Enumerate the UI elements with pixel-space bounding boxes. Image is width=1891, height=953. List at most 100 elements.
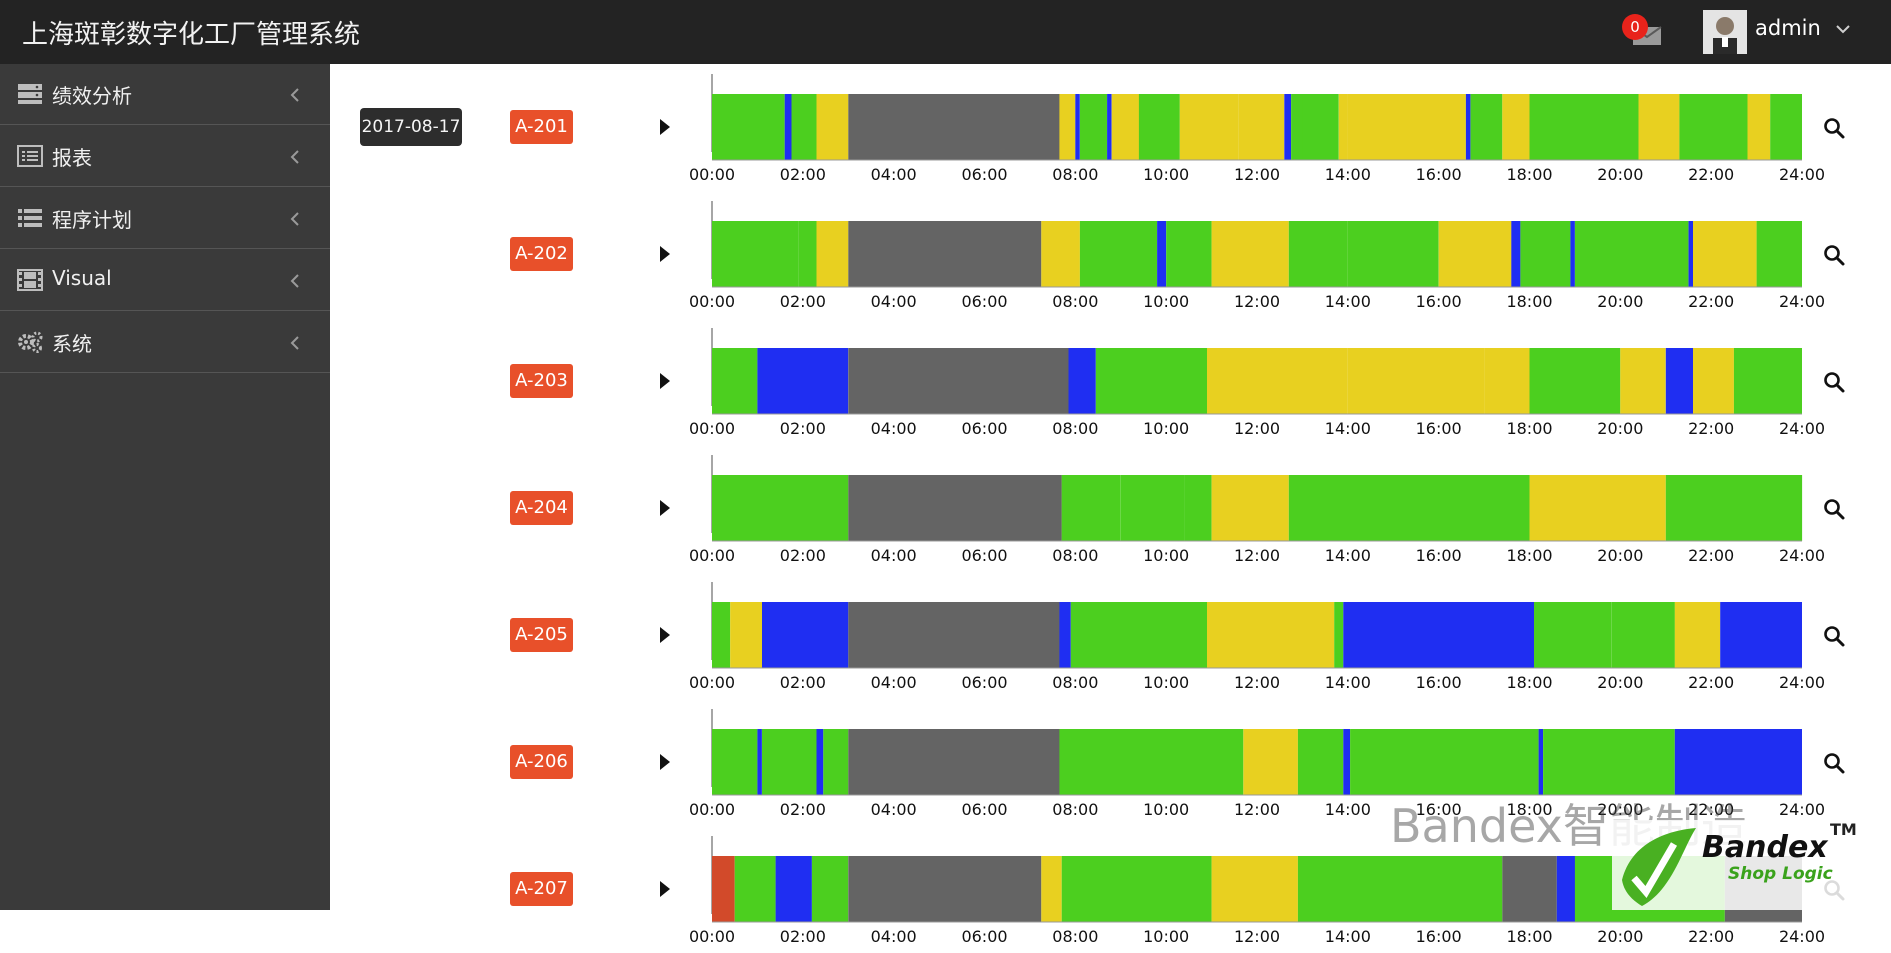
time-tick-label: 00:00 xyxy=(688,673,736,692)
sidebar-item-reports[interactable]: 报表 xyxy=(0,126,330,187)
timeline-segment xyxy=(1211,475,1289,541)
status-timeline[interactable] xyxy=(711,199,1802,288)
play-icon[interactable] xyxy=(658,498,672,518)
timeline-segment xyxy=(811,856,849,922)
play-icon[interactable] xyxy=(658,752,672,772)
chevron-down-icon[interactable] xyxy=(1834,20,1852,38)
time-tick-label: 06:00 xyxy=(961,800,1008,819)
timeline-segment xyxy=(1438,221,1512,287)
timeline-segment xyxy=(1059,94,1076,160)
time-tick-label: 02:00 xyxy=(779,800,826,819)
play-icon[interactable] xyxy=(658,371,672,391)
timeline-segment xyxy=(1720,602,1802,668)
timeline-segment xyxy=(1511,221,1521,287)
machine-tag[interactable]: A-205 xyxy=(510,618,573,652)
avatar[interactable] xyxy=(1703,10,1747,54)
play-icon[interactable] xyxy=(658,117,672,137)
search-icon[interactable] xyxy=(1822,497,1846,521)
timeline-chart xyxy=(711,709,1802,796)
sidebar-item-label: 报表 xyxy=(52,146,92,170)
sidebar-item-system[interactable]: 系统 xyxy=(0,312,330,373)
time-tick-label: 20:00 xyxy=(1597,292,1644,311)
time-tick-label: 06:00 xyxy=(961,927,1008,946)
time-tick-label: 10:00 xyxy=(1143,800,1190,819)
logo-subtitle: Shop Logic xyxy=(1728,864,1833,884)
timeline-segment xyxy=(1465,94,1471,160)
machine-row: A-202 00:00 02:00 04:00 06:00 08:00 10:00 12:00… xyxy=(0,191,1891,318)
machine-row: A-206 00:00 02:00 04:00 06:00 08:00 10:00 12:00… xyxy=(0,699,1891,826)
play-icon[interactable] xyxy=(658,625,672,645)
timeline-segment xyxy=(1166,221,1212,287)
status-timeline[interactable] xyxy=(711,580,1802,669)
timeline-segment xyxy=(1538,729,1544,795)
timeline-segment xyxy=(848,602,1060,668)
timeline-segment xyxy=(1243,729,1298,795)
search-icon[interactable] xyxy=(1822,624,1846,648)
machine-tag[interactable]: A-201 xyxy=(510,110,573,144)
play-icon[interactable] xyxy=(658,244,672,264)
search-icon[interactable] xyxy=(1822,751,1846,775)
timeline-segment xyxy=(734,856,776,922)
time-tick-label: 16:00 xyxy=(1415,165,1462,184)
time-tick-label: 10:00 xyxy=(1143,927,1190,946)
timeline-segment xyxy=(1095,348,1208,414)
status-timeline[interactable] xyxy=(711,707,1802,796)
timeline-segment xyxy=(1520,221,1571,287)
status-timeline[interactable] xyxy=(711,453,1803,542)
machine-tag[interactable]: A-202 xyxy=(510,237,573,271)
time-tick-label: 20:00 xyxy=(1597,165,1644,184)
machine-tag[interactable]: A-203 xyxy=(510,364,573,398)
sidebar: 绩效分析 报表 程序计划 Visual 系统 xyxy=(0,64,330,910)
timeline-segment xyxy=(848,856,1042,922)
time-tick-label: 12:00 xyxy=(1233,292,1281,311)
timeline-segment xyxy=(1574,221,1689,287)
timeline-segment xyxy=(816,221,849,287)
time-tick-label: 04:00 xyxy=(870,800,917,819)
time-tick-label: 10:00 xyxy=(1143,292,1190,311)
leaf-logo-icon xyxy=(1622,828,1696,906)
timeline-chart xyxy=(711,201,1802,288)
timeline-segment xyxy=(1343,729,1351,795)
machine-tag[interactable]: A-204 xyxy=(510,491,573,525)
server-icon xyxy=(17,82,43,106)
machine-tag[interactable]: A-206 xyxy=(510,745,573,779)
time-tick-label: 24:00 xyxy=(1778,673,1826,692)
time-tick-label: 16:00 xyxy=(1415,419,1462,438)
search-icon[interactable] xyxy=(1822,370,1846,394)
status-timeline[interactable] xyxy=(711,326,1802,415)
time-tick-label: 20:00 xyxy=(1597,546,1644,565)
timeline-segment xyxy=(712,475,849,541)
status-timeline[interactable] xyxy=(711,72,1802,161)
sidebar-item-visual[interactable]: Visual xyxy=(0,250,330,311)
timeline-segment xyxy=(1347,94,1466,160)
timeline-segment xyxy=(1350,729,1539,795)
search-icon[interactable] xyxy=(1822,243,1846,267)
timeline-segment xyxy=(1284,94,1292,160)
sidebar-item-performance[interactable]: 绩效分析 xyxy=(0,64,330,125)
timeline-segment xyxy=(1543,729,1675,795)
timeline-segment xyxy=(1079,221,1158,287)
time-axis: 00:00 02:00 04:00 06:00 08:00 10:00 12:00 14:00… xyxy=(689,165,1825,187)
app-title[interactable]: 上海斑彰数字化工厂管理系统 xyxy=(22,20,361,50)
timeline-segment xyxy=(1070,602,1208,668)
sidebar-item-program-plan[interactable]: 程序计划 xyxy=(0,188,330,249)
timeline-segment xyxy=(1302,94,1339,160)
timeline-segment xyxy=(775,856,812,922)
time-tick-label: 18:00 xyxy=(1506,800,1553,819)
machine-tag[interactable]: A-207 xyxy=(510,872,573,906)
time-tick-label: 20:00 xyxy=(1597,419,1644,438)
time-tick-label: 12:00 xyxy=(1233,419,1281,438)
time-tick-label: 14:00 xyxy=(1324,927,1371,946)
machine-row: A-201 00:00 02:00 04:00 06:00 08:00 10:00 12:00… xyxy=(0,64,1891,191)
timeline-segment xyxy=(1211,221,1289,287)
timeline-segment xyxy=(1184,475,1212,541)
time-tick-label: 16:00 xyxy=(1415,546,1462,565)
time-tick-label: 18:00 xyxy=(1506,546,1553,565)
time-tick-label: 06:00 xyxy=(961,673,1008,692)
time-axis: 00:00 02:00 04:00 06:00 08:00 10:00 12:00 14:00… xyxy=(689,800,1825,822)
play-icon[interactable] xyxy=(658,879,672,899)
timeline-segment xyxy=(848,221,1042,287)
sidebar-item-label: 程序计划 xyxy=(52,208,132,232)
user-name[interactable]: admin xyxy=(1755,16,1821,40)
search-icon[interactable] xyxy=(1822,116,1846,140)
